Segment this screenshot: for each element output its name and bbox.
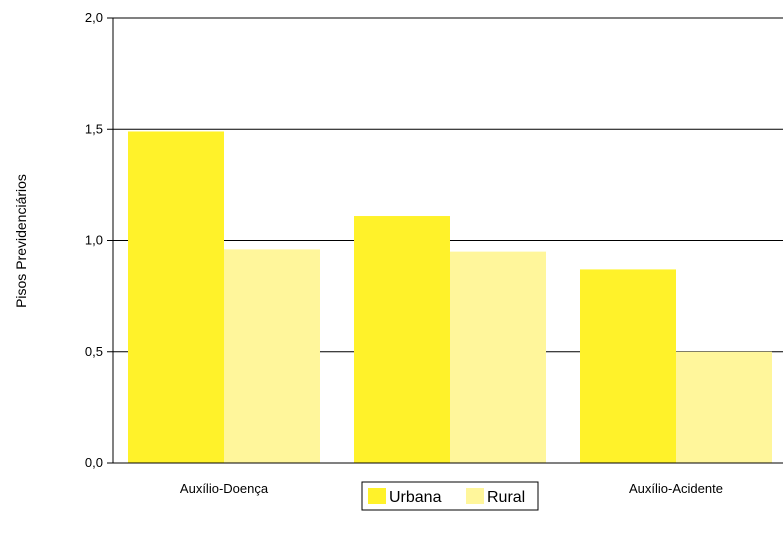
legend-box: [361, 481, 539, 511]
legend: Urbana Rural: [361, 481, 539, 511]
bars: [128, 131, 772, 463]
legend-label-rural: Rural: [487, 489, 525, 506]
legend-label-urbana: Urbana: [389, 489, 442, 506]
y-tick-label: 1,5: [85, 121, 103, 136]
bar-rural-2: [450, 251, 546, 463]
bar-urbana-2: [354, 216, 450, 463]
legend-swatch-rural: [466, 488, 484, 504]
legend-swatch-urbana: [368, 488, 386, 504]
y-tick-labels: 0,0 0,5 1,0 1,5 2,0: [85, 10, 113, 470]
bar-rural-3: [676, 351, 772, 463]
x-category-label: Auxílio-Acidente: [629, 481, 723, 496]
y-axis-label: Pisos Previdenciários: [13, 174, 29, 308]
y-tick-label: 2,0: [85, 10, 103, 25]
bar-rural-1: [224, 249, 320, 463]
x-category-label: Auxílio-Doença: [180, 481, 269, 496]
y-tick-label: 1,0: [85, 233, 103, 248]
y-tick-label: 0,0: [85, 455, 103, 470]
y-tick-label: 0,5: [85, 344, 103, 359]
bar-urbana-1: [128, 131, 224, 463]
bar-urbana-3: [580, 269, 676, 463]
